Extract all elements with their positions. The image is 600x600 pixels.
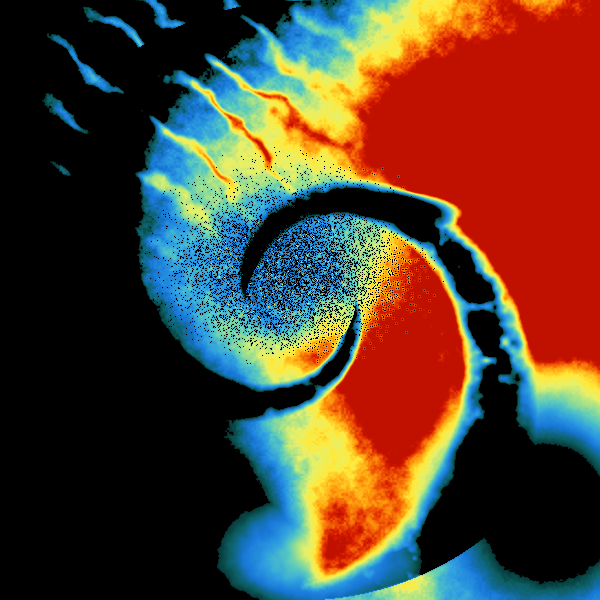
radar-image-viewport: Weather Radar Reflectivity Composite xyxy=(0,0,600,600)
radar-reflectivity-heatmap xyxy=(0,0,600,600)
